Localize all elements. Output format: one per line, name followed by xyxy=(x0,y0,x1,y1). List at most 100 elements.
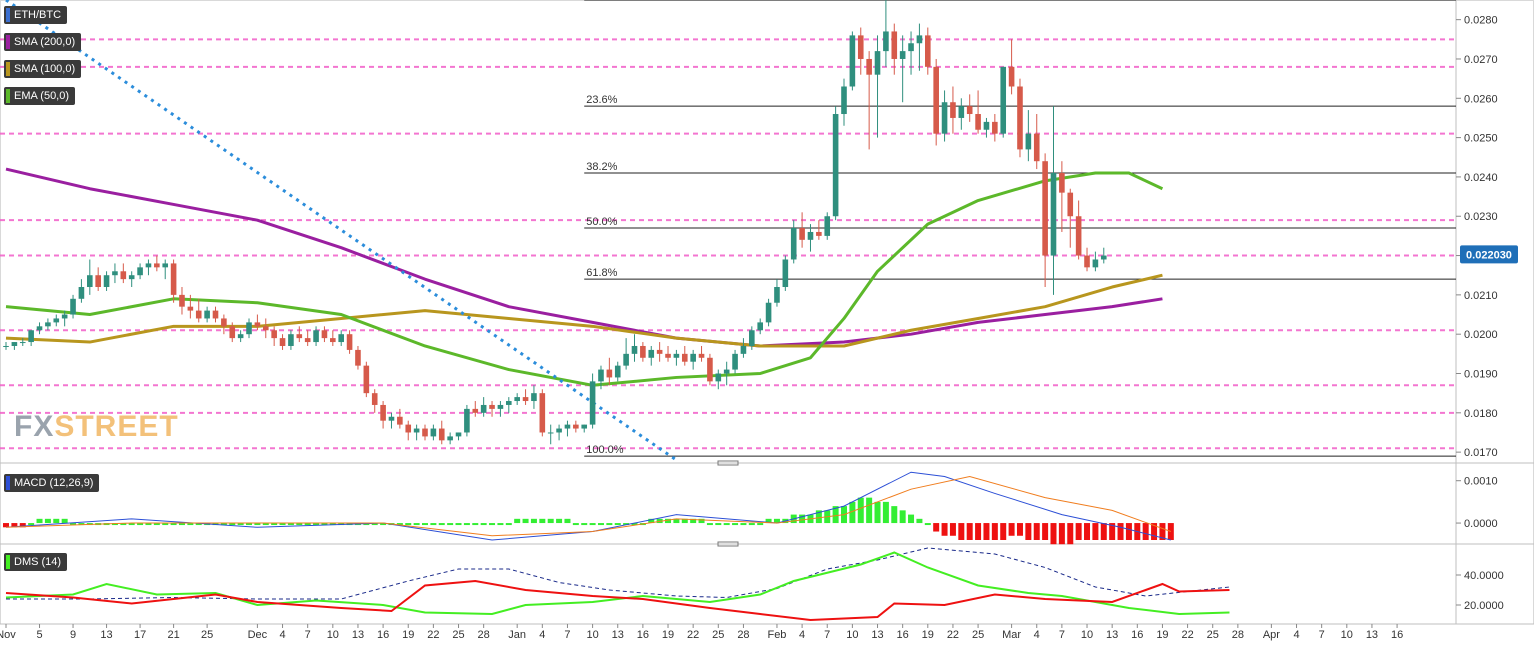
macd-histogram-bar xyxy=(11,523,18,528)
macd-histogram-bar xyxy=(589,523,596,526)
macd-histogram-bar xyxy=(597,523,604,526)
candle-body xyxy=(254,322,261,327)
macd-histogram-bar xyxy=(715,523,722,526)
candle-body xyxy=(455,432,462,437)
x-tick-label: 19 xyxy=(1156,629,1168,641)
macd-histogram-bar xyxy=(120,523,127,526)
candle-body xyxy=(715,373,722,382)
fibonacci-layer: 23.6% 38.2% 50.0% 61.8% 100.0% xyxy=(584,0,1456,457)
candle-body xyxy=(112,271,118,276)
y-tick-label: 0.0170 xyxy=(1464,447,1498,459)
candle-body xyxy=(271,330,277,339)
candle-body xyxy=(187,306,194,311)
x-tick-label: 22 xyxy=(1181,629,1193,641)
dms-label[interactable]: DMS (14) xyxy=(4,553,68,571)
candle-body xyxy=(53,318,60,323)
macd-histogram-bar xyxy=(61,518,68,524)
y-tick-label: 0.0200 xyxy=(1464,329,1498,341)
x-tick-label: 25 xyxy=(452,629,464,641)
moving-average-line xyxy=(5,167,1163,348)
candle-body xyxy=(849,35,856,87)
candle-body xyxy=(975,114,981,130)
candle-body xyxy=(857,35,864,59)
x-tick-label: 19 xyxy=(922,629,934,641)
macd-histogram-bar xyxy=(1109,523,1116,540)
x-tick-label: 21 xyxy=(167,629,179,641)
macd-histogram-bar xyxy=(237,523,244,526)
macd-histogram-bar xyxy=(36,518,43,524)
macd-signal-line xyxy=(5,475,1171,537)
macd-histogram-bar xyxy=(1033,523,1040,540)
macd-histogram-bar xyxy=(1067,523,1074,545)
candle-body xyxy=(154,263,160,268)
macd-label[interactable]: MACD (12,26,9) xyxy=(4,474,100,492)
candle-body xyxy=(1008,66,1015,87)
macd-y-tick-label: 0.0000 xyxy=(1464,518,1498,530)
candle-body xyxy=(36,326,43,331)
macd-histogram-bar xyxy=(44,518,51,524)
candle-body xyxy=(145,263,152,268)
x-tick-label: 25 xyxy=(972,629,984,641)
sma100-label[interactable]: SMA (100,0) xyxy=(4,60,82,78)
x-tick-label: 19 xyxy=(662,629,674,641)
fibonacci-label: 50.0% xyxy=(586,216,617,228)
candle-body xyxy=(774,287,780,303)
candle-body xyxy=(807,231,814,240)
candle-body xyxy=(874,51,881,75)
candle-body xyxy=(598,369,604,382)
macd-histogram-bar xyxy=(623,523,630,526)
pair-label[interactable]: ETH/BTC xyxy=(4,6,68,24)
candle-body xyxy=(1067,192,1074,217)
ema50-label[interactable]: EMA (50,0) xyxy=(4,87,76,105)
macd-histogram-bar xyxy=(539,518,546,524)
macd-histogram-bar xyxy=(706,523,713,526)
macd-histogram-bar xyxy=(254,523,261,526)
macd-histogram-bar xyxy=(924,523,931,526)
candle-body xyxy=(103,275,110,288)
x-tick-label: 7 xyxy=(305,629,311,641)
macd-histogram-bar xyxy=(606,523,613,526)
x-tick-label: 4 xyxy=(1034,629,1040,641)
macd-histogram-bar xyxy=(966,523,973,540)
candle-body xyxy=(380,404,386,421)
candle-body xyxy=(824,216,831,236)
candle-body xyxy=(723,369,730,374)
x-tick-label: 7 xyxy=(1059,629,1065,641)
macd-histogram-bar xyxy=(916,518,923,524)
macd-histogram-bar xyxy=(530,518,537,524)
x-tick-label: 10 xyxy=(327,629,339,641)
macd-histogram-bar xyxy=(413,523,420,526)
macd-histogram-bar xyxy=(463,523,470,526)
y-tick-label: 0.0260 xyxy=(1464,93,1498,105)
x-tick-label: 16 xyxy=(637,629,649,641)
candle-body xyxy=(832,114,839,217)
candle-body xyxy=(1042,161,1048,256)
candle-body xyxy=(916,35,923,44)
candle-body xyxy=(623,353,629,366)
x-tick-label: 13 xyxy=(1366,629,1378,641)
macd-histogram-bar xyxy=(581,523,588,526)
x-tick-label: 22 xyxy=(947,629,959,641)
candle-body xyxy=(983,121,990,130)
x-tick-label: 13 xyxy=(612,629,624,641)
x-tick-label: 22 xyxy=(427,629,439,641)
x-tick-label: 16 xyxy=(1391,629,1403,641)
x-tick-label: 10 xyxy=(586,629,598,641)
sma200-label[interactable]: SMA (200,0) xyxy=(4,33,82,51)
macd-histogram-bar xyxy=(698,518,705,524)
candle-body xyxy=(422,428,428,437)
candlestick-series[interactable] xyxy=(3,0,1107,445)
macd-histogram-bar xyxy=(941,523,948,536)
candle-body xyxy=(296,334,303,339)
macd-histogram-bar xyxy=(220,523,227,526)
macd-swatch xyxy=(6,476,10,490)
y-tick-label: 0.0180 xyxy=(1464,408,1498,420)
current-price-tag xyxy=(1460,245,1518,264)
x-tick-label: 28 xyxy=(478,629,490,641)
candle-body xyxy=(966,106,973,115)
macd-histogram-bar xyxy=(1142,523,1149,540)
macd-histogram-bar xyxy=(1075,523,1082,540)
candle-body xyxy=(405,424,412,433)
candle-body xyxy=(891,31,898,59)
